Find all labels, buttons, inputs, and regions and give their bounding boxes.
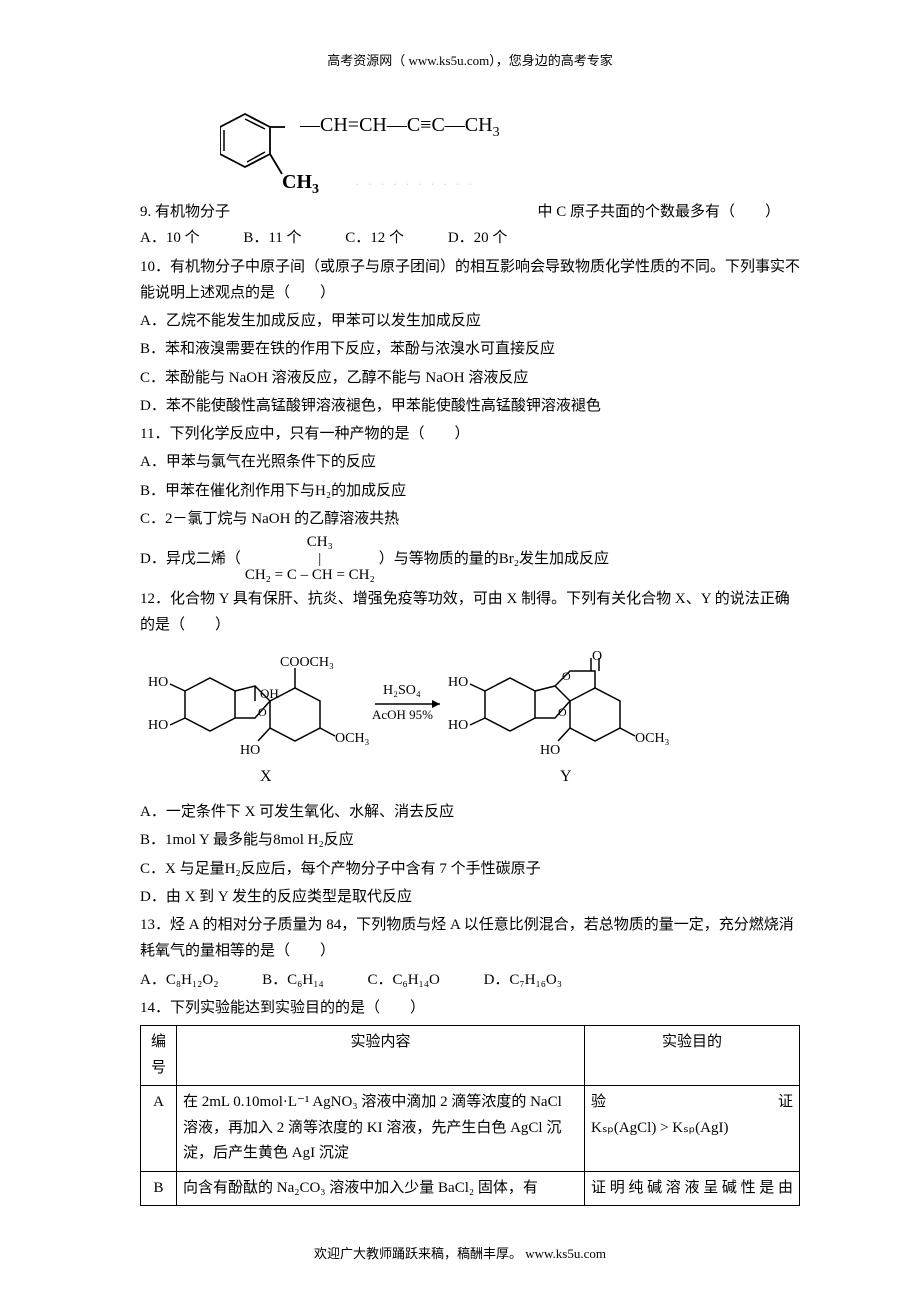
benzene-icon	[220, 109, 290, 194]
row-a-content: 在 2mL 0.10mol·L⁻¹ AgNO₃ 溶液中滴加 2 滴等浓度的 Na…	[177, 1086, 585, 1172]
svg-text:HO: HO	[240, 743, 260, 758]
q11-opt-c: C．2－氯丁烷与 NaOH 的乙醇溶液共热	[140, 506, 800, 532]
q14-stem: 14．下列实验能达到实验目的的是（ ）	[140, 995, 800, 1021]
q12-reaction-scheme: HO HO COOCH₃ OH HO OCH₃ O H₂SO₄ AcOH 95%	[140, 646, 800, 791]
q9-opt-a: A．10 个	[140, 230, 200, 246]
reagent-bot: AcOH 95%	[372, 707, 433, 722]
q9-opt-c: C．12 个	[345, 230, 404, 246]
q13-opt-c: C．C₆H₁₄O	[367, 972, 439, 988]
svg-text:HO: HO	[448, 718, 468, 733]
page-header: 高考资源网（ www.ks5u.com），您身边的高考专家	[140, 50, 800, 69]
svg-text:OCH₃: OCH₃	[635, 731, 670, 746]
q9-opt-d: D．20 个	[448, 230, 508, 246]
q13-opt-a: A．C₈H₁₂O₂	[140, 972, 218, 988]
th-content: 实验内容	[177, 1026, 585, 1086]
q9-stem: 9. 有机物分子 中 C 原子共面的个数最多有（ ）	[140, 199, 800, 225]
th-purpose: 实验目的	[585, 1026, 800, 1086]
q9-options: A．10 个 B．11 个 C．12 个 D．20 个	[140, 225, 800, 251]
reagent-top: H₂SO₄	[383, 683, 421, 698]
isoprene-structure: CH₃ | CH₂ = C – CH = CH₂	[245, 534, 375, 584]
row-a-purpose: 验证 Kₛₚ(AgCl) > Kₛₚ(AgI)	[585, 1086, 800, 1172]
th-num: 编号	[141, 1026, 177, 1086]
table-row: A 在 2mL 0.10mol·L⁻¹ AgNO₃ 溶液中滴加 2 滴等浓度的 …	[141, 1086, 800, 1172]
q13-options: A．C₈H₁₂O₂ B．C₆H₁₄ C．C₆H₁₄O D．C₇H₁₆O₃	[140, 967, 800, 993]
q10-opt-c: C．苯酚能与 NaOH 溶液反应，乙醇不能与 NaOH 溶液反应	[140, 365, 800, 391]
svg-text:OCH₃: OCH₃	[335, 731, 370, 746]
q9-structure: —CH=CH—C≡C—CH3 CH3 · · · · · · · · · ·	[210, 99, 800, 199]
label-x: X	[260, 768, 272, 785]
q10-opt-b: B．苯和液溴需要在铁的作用下反应，苯酚与浓溴水可直接反应	[140, 336, 800, 362]
q11-opt-d: D．异戊二烯（ CH₃ | CH₂ = C – CH = CH₂ ）与等物质的量…	[140, 534, 800, 584]
row-a-num: A	[141, 1086, 177, 1172]
label-y: Y	[560, 768, 572, 785]
row-b-num: B	[141, 1171, 177, 1206]
q12-opt-d: D．由 X 到 Y 发生的反应类型是取代反应	[140, 884, 800, 910]
svg-text:O: O	[592, 649, 602, 664]
svg-text:HO: HO	[540, 743, 560, 758]
reaction-svg: HO HO COOCH₃ OH HO OCH₃ O H₂SO₄ AcOH 95%	[140, 646, 780, 791]
table-header-row: 编号 实验内容 实验目的	[141, 1026, 800, 1086]
q9-opt-b: B．11 个	[243, 230, 301, 246]
q11-opt-a: A．甲苯与氯气在光照条件下的反应	[140, 449, 800, 475]
q9-chain-text: —CH=CH—C≡C—CH3	[300, 114, 500, 141]
q14-table: 编号 实验内容 实验目的 A 在 2mL 0.10mol·L⁻¹ AgNO₃ 溶…	[140, 1025, 800, 1206]
svg-text:COOCH₃: COOCH₃	[280, 655, 334, 670]
svg-text:O: O	[562, 669, 571, 683]
q13-opt-b: B．C₆H₁₄	[262, 972, 324, 988]
q10-opt-d: D．苯不能使酸性高锰酸钾溶液褪色，甲苯能使酸性高锰酸钾溶液褪色	[140, 393, 800, 419]
svg-text:HO: HO	[448, 675, 468, 690]
q12-stem: 12．化合物 Y 具有保肝、抗炎、增强免疫等功效，可由 X 制得。下列有关化合物…	[140, 586, 800, 639]
svg-text:OH: OH	[260, 686, 279, 701]
q13-opt-d: D．C₇H₁₆O₃	[484, 972, 562, 988]
q10-opt-a: A．乙烷不能发生加成反应，甲苯可以发生加成反应	[140, 308, 800, 334]
q11-opt-b: B．甲苯在催化剂作用下与H₂的加成反应	[140, 478, 800, 504]
q9-ch3-substituent: CH3	[282, 171, 319, 198]
row-b-purpose: 证明纯碱溶液呈碱性是由	[585, 1171, 800, 1206]
svg-text:HO: HO	[148, 675, 168, 690]
q10-stem: 10．有机物分子中原子间（或原子与原子团间）的相互影响会导致物质化学性质的不同。…	[140, 254, 800, 307]
table-row: B 向含有酚酞的 Na₂CO₃ 溶液中加入少量 BaCl₂ 固体，有 证明纯碱溶…	[141, 1171, 800, 1206]
svg-text:O: O	[258, 705, 267, 719]
row-b-content: 向含有酚酞的 Na₂CO₃ 溶液中加入少量 BaCl₂ 固体，有	[177, 1171, 585, 1206]
svg-text:O: O	[558, 705, 567, 719]
q13-stem: 13．烃 A 的相对分子质量为 84，下列物质与烃 A 以任意比例混合，若总物质…	[140, 912, 800, 965]
page: 高考资源网（ www.ks5u.com），您身边的高考专家 —CH=CH—C≡C…	[0, 0, 920, 1302]
q12-opt-b: B．1mol Y 最多能与8mol H₂反应	[140, 827, 800, 853]
q11-stem: 11．下列化学反应中，只有一种产物的是（ ）	[140, 421, 800, 447]
watermark-text: · · · · · · · · · ·	[355, 175, 475, 191]
page-footer: 欢迎广大教师踊跃来稿，稿酬丰厚。 www.ks5u.com	[0, 1243, 920, 1262]
q12-opt-a: A．一定条件下 X 可发生氧化、水解、消去反应	[140, 799, 800, 825]
svg-text:HO: HO	[148, 718, 168, 733]
q12-opt-c: C．X 与足量H₂反应后，每个产物分子中含有 7 个手性碳原子	[140, 856, 800, 882]
